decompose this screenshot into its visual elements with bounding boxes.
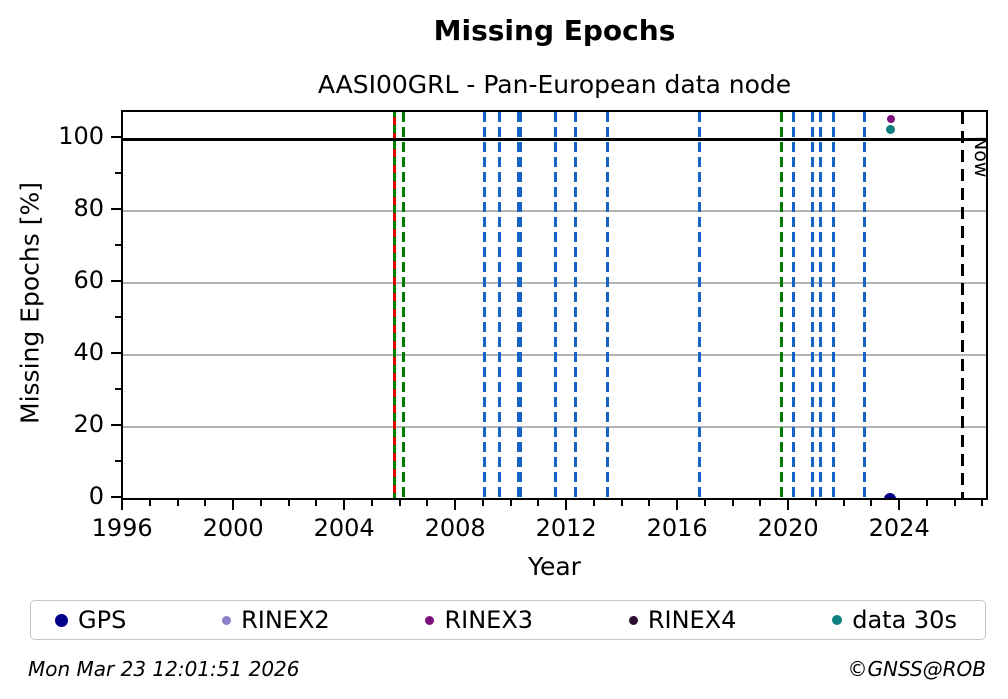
y-major-tick: [111, 496, 121, 499]
x-major-tick: [565, 500, 568, 510]
event-line-blue-dashed: [810, 112, 814, 498]
x-minor-tick: [148, 500, 151, 506]
event-line-blue-dashed: [497, 112, 501, 498]
x-tick-label: 2016: [646, 514, 708, 542]
event-line-blue-dashed: [483, 112, 487, 498]
x-axis-label: Year: [528, 552, 581, 581]
x-major-tick: [343, 500, 346, 510]
x-minor-tick: [176, 500, 179, 506]
x-minor-tick: [481, 500, 484, 506]
x-minor-tick: [426, 500, 429, 506]
x-minor-tick: [287, 500, 290, 506]
legend-marker-gps: [55, 613, 68, 627]
legend-item-rinex3: RINEX3: [425, 606, 533, 634]
x-tick-label: 2024: [868, 514, 930, 542]
x-tick-label: 2000: [202, 514, 264, 542]
y-major-tick: [111, 280, 121, 283]
legend-label-gps: GPS: [78, 606, 127, 634]
footer-credit: ©GNSS@ROB: [847, 657, 987, 681]
y-tick-label: 100: [58, 122, 104, 150]
legend-label-rinex3: RINEX3: [444, 606, 534, 634]
legend-marker-data-30s: [832, 615, 843, 625]
x-minor-tick: [315, 500, 318, 506]
x-minor-tick: [259, 500, 262, 506]
x-minor-tick: [731, 500, 734, 506]
y-gridline: [123, 498, 986, 500]
x-major-tick: [898, 500, 901, 510]
x-minor-tick: [703, 500, 706, 506]
x-minor-tick: [398, 500, 401, 506]
now-line: [961, 112, 965, 498]
chart-subtitle: AASI00GRL - Pan-European data node: [317, 70, 792, 99]
plot-area: Now: [121, 110, 988, 500]
x-minor-tick: [925, 500, 928, 506]
footer-timestamp: Mon Mar 23 12:01:51 2026: [28, 657, 300, 681]
x-minor-tick: [509, 500, 512, 506]
x-minor-tick: [620, 500, 623, 506]
legend-marker-rinex3: [425, 615, 435, 625]
x-major-tick: [676, 500, 679, 510]
x-minor-tick: [842, 500, 845, 506]
legend-marker-rinex2: [222, 615, 232, 625]
event-line-blue-dashed: [818, 112, 822, 498]
x-minor-tick: [592, 500, 595, 506]
event-line-blue-dashed: [517, 112, 523, 498]
legend-label-rinex2: RINEX2: [241, 606, 330, 634]
data-point-gps: [884, 493, 897, 498]
legend-item-rinex2: RINEX2: [222, 606, 330, 634]
x-major-tick: [454, 500, 457, 510]
x-minor-tick: [204, 500, 207, 506]
x-tick-label: 1996: [91, 514, 153, 542]
y-major-tick: [111, 352, 121, 355]
now-label: Now: [969, 136, 988, 178]
x-minor-tick: [370, 500, 373, 506]
x-minor-tick: [648, 500, 651, 506]
data-point-rinex3: [886, 114, 895, 123]
legend-label-data-30s: data 30s: [852, 606, 957, 634]
x-tick-label: 2020: [757, 514, 819, 542]
x-minor-tick: [537, 500, 540, 506]
event-line-blue-dashed: [573, 112, 577, 498]
event-line-red-dashed: [392, 112, 396, 498]
legend-item-gps: GPS: [55, 606, 126, 634]
y-major-tick: [111, 208, 121, 211]
event-line-blue-dashed: [553, 112, 557, 498]
legend-marker-rinex4: [628, 615, 638, 625]
x-major-tick: [787, 500, 790, 510]
event-line-green-dashed: [780, 112, 784, 498]
event-line-blue-dashed: [605, 112, 609, 498]
legend-item-data-30s: data 30s: [832, 606, 957, 634]
x-minor-tick: [953, 500, 956, 506]
legend-item-rinex4: RINEX4: [628, 606, 737, 634]
legend-label-rinex4: RINEX4: [647, 606, 737, 634]
y-major-tick: [111, 136, 121, 138]
x-minor-tick: [981, 500, 984, 506]
chart-title: Missing Epochs: [433, 14, 676, 47]
x-major-tick: [232, 500, 235, 510]
event-line-blue-dashed: [698, 112, 702, 498]
event-line-blue-dashed: [862, 112, 866, 498]
y-major-tick: [111, 424, 121, 427]
x-minor-tick: [870, 500, 873, 506]
y-axis-label: Missing Epochs [%]: [15, 182, 45, 424]
event-line-green-dashed: [402, 112, 406, 498]
legend: GPS RINEX2 RINEX3 RINEX4 data 30s: [30, 600, 986, 640]
x-minor-tick: [759, 500, 762, 506]
x-tick-label: 2008: [424, 514, 486, 542]
x-tick-label: 2012: [535, 514, 597, 542]
event-line-blue-dashed: [831, 112, 835, 498]
reference-line-100: [123, 137, 986, 141]
y-tick-label: 0: [88, 482, 104, 511]
data-point-data-30s: [886, 125, 896, 135]
x-tick-label: 2004: [313, 514, 375, 542]
x-major-tick: [121, 500, 124, 510]
x-minor-tick: [814, 500, 817, 506]
event-line-blue-dashed: [792, 112, 795, 498]
